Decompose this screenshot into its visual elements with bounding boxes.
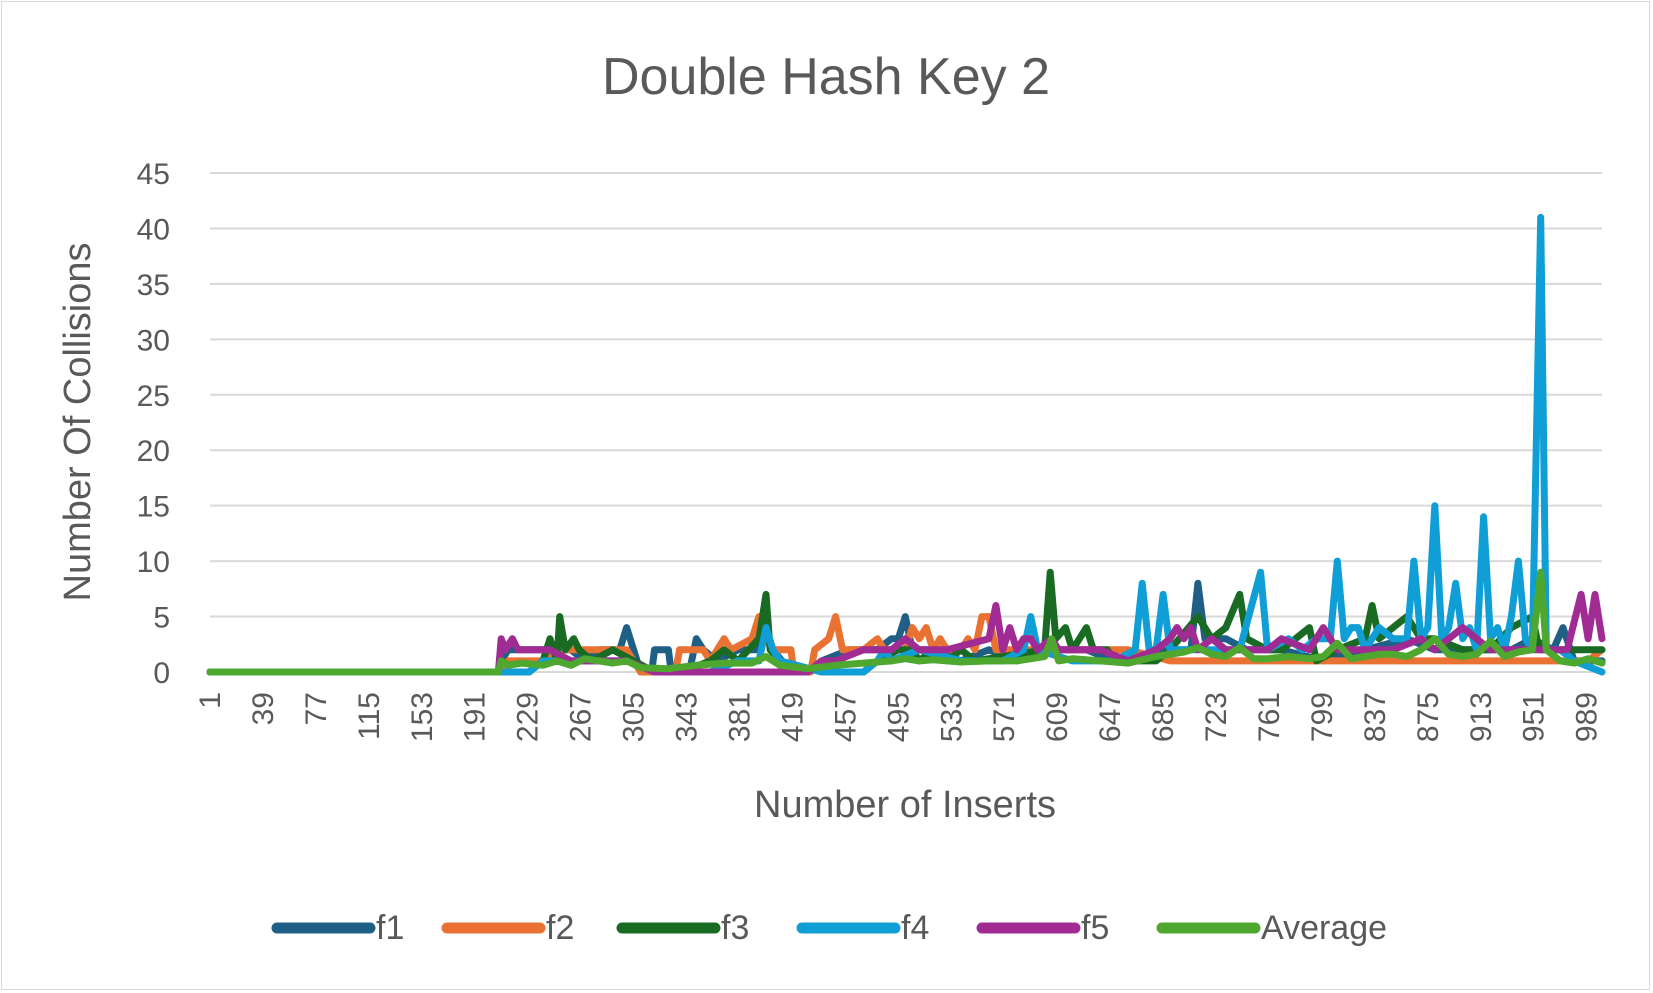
x-tick-label: 343 [671,692,704,742]
x-tick-label: 837 [1359,692,1392,742]
legend-label: f4 [901,909,929,947]
y-tick-label: 35 [137,269,170,302]
gridlines [210,172,1602,673]
x-tick-label: 609 [1041,692,1074,742]
x-tick-label: 457 [829,692,862,742]
series-line-average [206,568,1606,676]
x-tick-label: 875 [1412,692,1445,742]
x-tick-label: 267 [565,692,598,742]
y-tick-label: 45 [137,158,170,191]
y-tick-label: 20 [137,435,170,468]
x-axis-tick-labels: 1 39 77 115 153 191 229 267 305 343 381 419 457 495 53… [194,692,1604,742]
x-tick-label: 685 [1147,692,1180,742]
x-tick-label: 647 [1094,692,1127,742]
y-tick-label: 0 [153,657,170,690]
x-tick-label: 1 [194,692,227,709]
x-tick-label: 799 [1306,692,1339,742]
x-tick-label: 723 [1200,692,1233,742]
x-tick-label: 229 [512,692,545,742]
x-tick-label: 951 [1518,692,1551,742]
legend-label: f5 [1081,909,1109,947]
legend-label: f1 [376,909,404,947]
x-tick-label: 419 [776,692,809,742]
x-tick-label: 191 [459,692,492,742]
y-axis-tick-labels: 0 5 10 15 20 25 30 35 40 45 [137,158,170,690]
legend-label: f3 [721,909,749,947]
y-tick-label: 40 [137,213,170,246]
x-tick-label: 381 [723,692,756,742]
x-tick-label: 913 [1465,692,1498,742]
chart-title: Double Hash Key 2 [602,48,1050,106]
x-tick-label: 153 [406,692,439,742]
x-tick-label: 495 [882,692,915,742]
x-tick-label: 77 [300,692,333,725]
legend-label: Average [1261,909,1387,947]
legend: f1 f2 f3 f4 f5 Average [271,909,1387,947]
x-tick-label: 989 [1571,692,1604,742]
y-tick-label: 25 [137,380,170,413]
x-axis-title: Number of Inserts [754,784,1056,826]
series-line-f4 [206,213,1606,676]
x-tick-label: 39 [247,692,280,725]
x-tick-label: 761 [1253,692,1286,742]
x-tick-label: 305 [618,692,651,742]
series-lines [206,213,1606,676]
x-tick-label: 533 [935,692,968,742]
x-tick-label: 571 [988,692,1021,742]
legend-label: f2 [546,909,574,947]
x-tick-label: 115 [353,692,386,740]
y-tick-label: 5 [153,602,170,635]
y-tick-label: 10 [137,546,170,579]
y-tick-label: 30 [137,324,170,357]
y-axis-title: Number Of Collisions [57,243,99,602]
y-tick-label: 15 [137,491,170,524]
